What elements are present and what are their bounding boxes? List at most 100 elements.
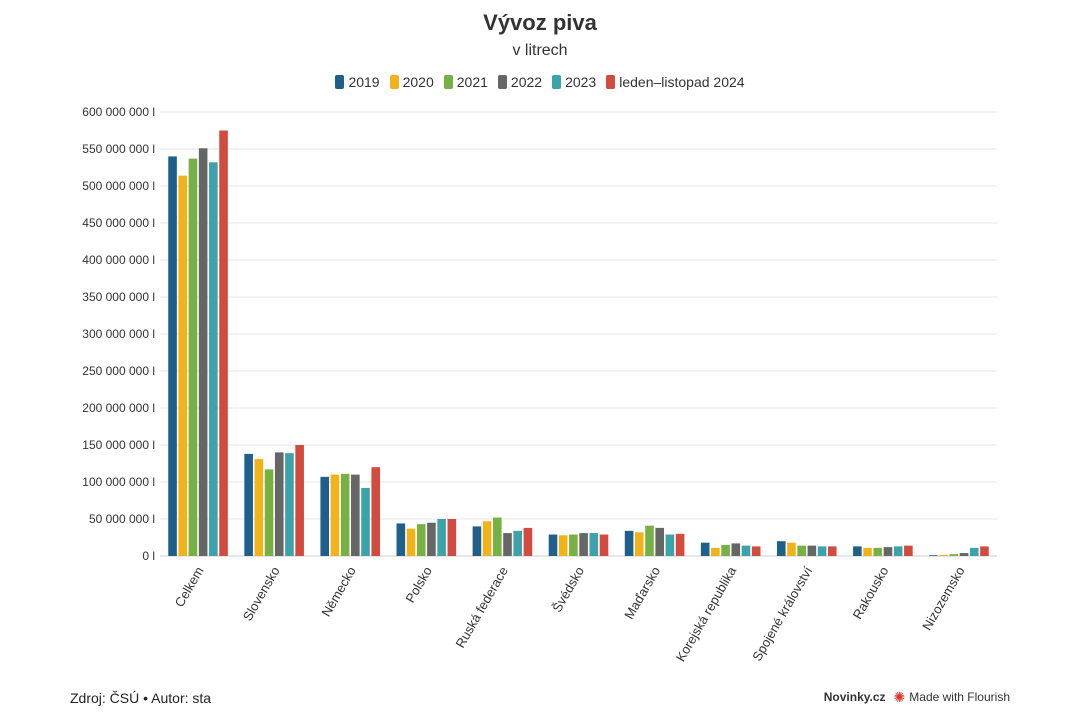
bar[interactable] bbox=[959, 553, 969, 556]
bar[interactable] bbox=[665, 534, 675, 556]
flourish-label: Made with Flourish bbox=[909, 690, 1010, 704]
legend: 2019 2020 2021 2022 2023 leden–listopad 2024 bbox=[0, 74, 1080, 90]
y-tick-label: 100 000 000 l bbox=[82, 475, 155, 489]
bar[interactable] bbox=[807, 545, 817, 556]
legend-label: 2019 bbox=[348, 74, 380, 90]
bar[interactable] bbox=[523, 527, 533, 556]
bar[interactable] bbox=[863, 547, 872, 556]
bar[interactable] bbox=[219, 130, 228, 557]
bar[interactable] bbox=[624, 530, 634, 556]
bar[interactable] bbox=[949, 554, 959, 556]
bar[interactable] bbox=[188, 158, 198, 556]
bar[interactable] bbox=[264, 469, 274, 556]
bar[interactable] bbox=[883, 547, 893, 556]
bar[interactable] bbox=[437, 519, 446, 556]
flourish-credit[interactable]: ✺ Made with Flourish bbox=[894, 690, 1010, 704]
flourish-icon: ✺ bbox=[893, 689, 906, 705]
bar[interactable] bbox=[980, 546, 989, 556]
bar[interactable] bbox=[320, 476, 330, 556]
y-tick-label: 250 000 000 l bbox=[82, 364, 155, 378]
bar[interactable] bbox=[416, 524, 426, 556]
legend-label: 2021 bbox=[456, 74, 488, 90]
bar[interactable] bbox=[274, 452, 284, 556]
bar[interactable] bbox=[797, 545, 806, 556]
x-tick-label: Nizozemsko bbox=[919, 564, 967, 633]
bar[interactable] bbox=[904, 545, 913, 556]
bar[interactable] bbox=[569, 534, 578, 556]
bar[interactable] bbox=[330, 474, 340, 556]
footer-brand: Novinky.cz ✺ Made with Flourish bbox=[824, 690, 1010, 704]
y-tick-label: 550 000 000 l bbox=[82, 142, 155, 156]
legend-item[interactable]: 2022 bbox=[497, 74, 543, 90]
legend-label: 2020 bbox=[402, 74, 434, 90]
source-credit: Zdroj: ČSÚ • Autor: sta bbox=[70, 690, 212, 706]
legend-item[interactable]: 2021 bbox=[443, 74, 488, 90]
bar[interactable] bbox=[427, 522, 436, 556]
legend-label: leden–listopad 2024 bbox=[619, 74, 745, 90]
x-tick-label: Ruská federace bbox=[452, 564, 511, 650]
bar[interactable] bbox=[244, 453, 253, 556]
bar[interactable] bbox=[579, 533, 588, 556]
bar[interactable] bbox=[513, 530, 523, 556]
bar[interactable] bbox=[731, 543, 741, 556]
bar[interactable] bbox=[351, 474, 360, 556]
y-tick-label: 300 000 000 l bbox=[82, 327, 155, 341]
bar[interactable] bbox=[589, 533, 599, 556]
y-tick-label: 0 l bbox=[142, 549, 155, 563]
bar[interactable] bbox=[558, 535, 568, 556]
bar[interactable] bbox=[599, 534, 609, 556]
bar[interactable] bbox=[178, 175, 188, 556]
bar[interactable] bbox=[168, 156, 177, 556]
legend-swatch bbox=[606, 75, 616, 89]
legend-item[interactable]: 2019 bbox=[335, 74, 380, 90]
bar[interactable] bbox=[340, 473, 350, 556]
bar[interactable] bbox=[655, 527, 664, 556]
bar[interactable] bbox=[371, 467, 381, 556]
bar[interactable] bbox=[634, 532, 644, 556]
legend-item[interactable]: 2020 bbox=[389, 74, 434, 90]
bar[interactable] bbox=[645, 525, 654, 556]
chart-subtitle: v litrech bbox=[512, 42, 568, 59]
bar[interactable] bbox=[817, 546, 827, 556]
brand-logo[interactable]: Novinky.cz bbox=[823, 690, 886, 704]
bar[interactable] bbox=[893, 546, 903, 556]
bar[interactable] bbox=[873, 547, 883, 556]
x-tick-label: Německo bbox=[318, 564, 358, 619]
bar[interactable] bbox=[198, 148, 208, 556]
legend-swatch bbox=[389, 75, 399, 89]
bar[interactable] bbox=[209, 162, 218, 556]
bar[interactable] bbox=[787, 542, 796, 556]
bar[interactable] bbox=[548, 534, 558, 556]
bar[interactable] bbox=[939, 554, 948, 556]
bar[interactable] bbox=[406, 528, 416, 556]
bar[interactable] bbox=[776, 541, 786, 556]
bar[interactable] bbox=[447, 519, 457, 556]
bar[interactable] bbox=[396, 523, 406, 556]
bar[interactable] bbox=[295, 445, 304, 556]
legend-swatch bbox=[497, 75, 507, 89]
bar[interactable] bbox=[482, 521, 492, 556]
bar[interactable] bbox=[969, 547, 979, 556]
bar[interactable] bbox=[751, 546, 761, 556]
x-tick-label: Celkem bbox=[172, 564, 207, 610]
bar[interactable] bbox=[493, 517, 502, 556]
bar[interactable] bbox=[675, 533, 685, 556]
legend-label: 2022 bbox=[510, 74, 543, 90]
bar[interactable] bbox=[711, 547, 720, 556]
bar[interactable] bbox=[741, 545, 751, 556]
y-tick-label: 600 000 000 l bbox=[82, 105, 155, 119]
bar[interactable] bbox=[503, 533, 512, 556]
y-tick-label: 200 000 000 l bbox=[82, 401, 155, 415]
legend-item[interactable]: 2023 bbox=[552, 74, 596, 90]
bar[interactable] bbox=[827, 546, 837, 556]
legend-item[interactable]: leden–listopad 2024 bbox=[606, 74, 745, 90]
bar[interactable] bbox=[472, 526, 482, 556]
bar[interactable] bbox=[285, 453, 294, 556]
bar[interactable] bbox=[929, 555, 938, 557]
y-tick-label: 500 000 000 l bbox=[82, 179, 155, 193]
bar[interactable] bbox=[254, 459, 264, 556]
bar[interactable] bbox=[700, 542, 710, 556]
bar[interactable] bbox=[853, 546, 862, 556]
bar[interactable] bbox=[721, 544, 730, 556]
bar[interactable] bbox=[361, 487, 370, 556]
